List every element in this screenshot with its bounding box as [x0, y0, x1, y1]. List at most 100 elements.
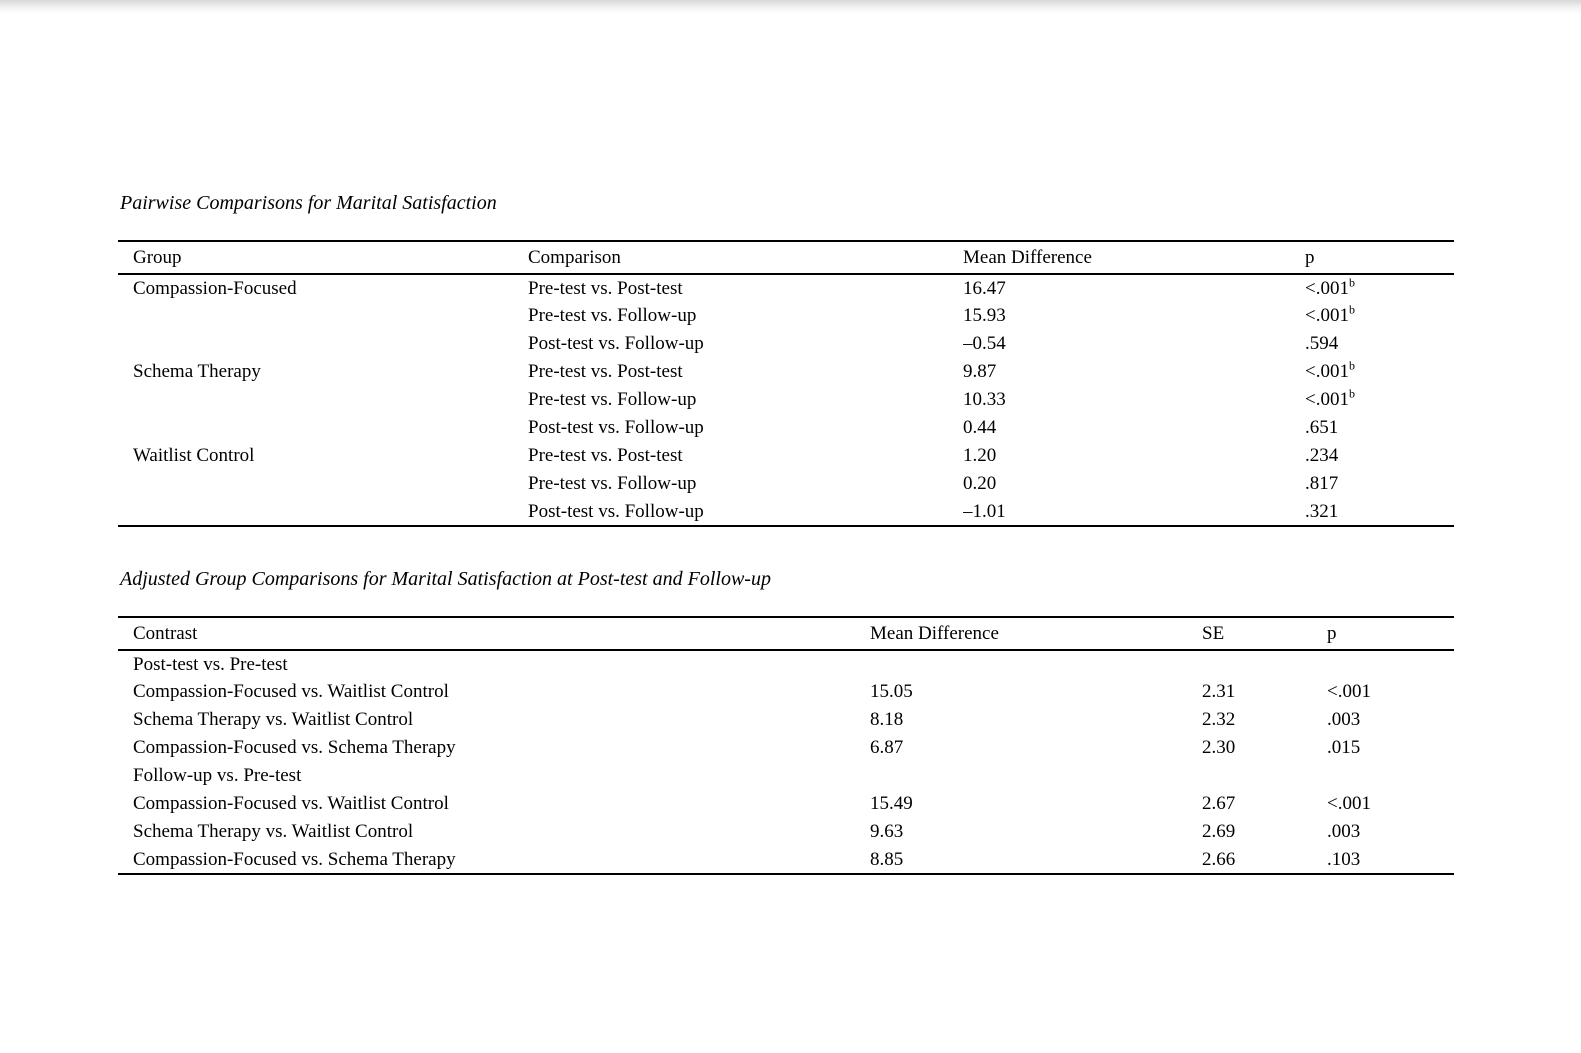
mean-difference-cell: –0.54 — [963, 333, 1006, 354]
p-value: .594 — [1305, 333, 1339, 354]
comparison-cell: Post-test vs. Follow-up — [528, 500, 704, 522]
se-cell — [1202, 762, 1327, 790]
adjusted-group-comparisons-table: Contrast Mean Difference SE p Post-test … — [118, 616, 1454, 875]
p-footnote-marker: b — [1348, 275, 1355, 290]
mean-difference-cell: 8.18 — [870, 709, 904, 730]
contrast-cell: Schema Therapy vs. Waitlist Control — [133, 821, 414, 842]
p-cell: .817 — [1305, 470, 1454, 498]
se-cell: 2.69 — [1202, 821, 1236, 842]
group-cell — [118, 302, 528, 330]
comparison-cell: Pre-test vs. Post-test — [528, 277, 683, 299]
pairwise-comparisons-table: Group Comparison Mean Difference p Compa… — [118, 240, 1454, 527]
p-cell: .103 — [1327, 848, 1361, 870]
p-value: .817 — [1305, 473, 1339, 494]
mean-difference-cell: 0.44 — [963, 417, 997, 438]
table-row: Schema Therapy vs. Waitlist Control 9.63… — [118, 818, 1454, 846]
table-row: Schema Therapy Pre-test vs. Post-test 9.… — [118, 358, 1454, 386]
table-row: Compassion-Focused vs. Waitlist Control … — [118, 678, 1454, 706]
p-cell — [1327, 762, 1454, 790]
table-header-row: Group Comparison Mean Difference p — [118, 241, 1454, 274]
p-value: <.001 — [1305, 361, 1349, 382]
table-row: Schema Therapy vs. Waitlist Control 8.18… — [118, 706, 1454, 734]
group-cell — [118, 470, 528, 498]
mean-difference-cell: 8.85 — [870, 848, 904, 870]
comparison-cell: Post-test vs. Follow-up — [528, 417, 704, 438]
p-cell: <.001 — [1327, 793, 1371, 814]
table-row: Post-test vs. Follow-up –1.01 .321 — [118, 498, 1454, 526]
table-row: Compassion-Focused vs. Schema Therapy 8.… — [118, 846, 1454, 874]
table-subheader-row: Post-test vs. Pre-test — [118, 650, 1454, 678]
se-cell: 2.31 — [1202, 681, 1236, 702]
p-cell: <.001b — [1305, 302, 1454, 330]
p-value: <.001 — [1305, 389, 1349, 410]
column-header-p: p — [1305, 246, 1315, 268]
se-cell: 2.66 — [1202, 848, 1236, 870]
column-header-group: Group — [133, 246, 182, 268]
column-header-mean-difference: Mean Difference — [870, 622, 999, 644]
se-cell: 2.32 — [1202, 709, 1236, 730]
contrast-cell: Compassion-Focused vs. Waitlist Control — [133, 681, 449, 702]
p-footnote-marker: b — [1348, 358, 1355, 373]
table-row: Post-test vs. Follow-up 0.44 .651 — [118, 414, 1454, 442]
p-cell: .321 — [1305, 498, 1454, 526]
mean-difference-cell: 10.33 — [963, 389, 1006, 410]
contrast-cell: Follow-up vs. Pre-test — [133, 765, 302, 786]
comparison-cell: Pre-test vs. Post-test — [528, 361, 683, 382]
mean-difference-cell — [870, 650, 1202, 678]
table1-title: Pairwise Comparisons for Marital Satisfa… — [120, 192, 497, 214]
p-cell: <.001b — [1305, 358, 1454, 386]
contrast-cell: Schema Therapy vs. Waitlist Control — [133, 709, 414, 730]
mean-difference-cell: 15.05 — [870, 681, 913, 702]
group-cell: Schema Therapy — [133, 361, 261, 382]
table-header-row: Contrast Mean Difference SE p — [118, 617, 1454, 650]
group-cell — [118, 386, 528, 414]
p-cell: .015 — [1327, 737, 1361, 758]
p-cell: .651 — [1305, 414, 1454, 442]
column-header-contrast: Contrast — [133, 622, 198, 644]
column-header-mean-difference: Mean Difference — [963, 246, 1092, 268]
mean-difference-cell: 9.87 — [963, 361, 997, 382]
mean-difference-cell: 6.87 — [870, 737, 904, 758]
column-header-comparison: Comparison — [528, 246, 621, 268]
se-cell: 2.30 — [1202, 737, 1236, 758]
mean-difference-cell: 9.63 — [870, 821, 904, 842]
mean-difference-cell: 1.20 — [963, 445, 997, 466]
p-cell: .594 — [1305, 330, 1454, 358]
p-value: .234 — [1305, 445, 1339, 466]
table-row: Waitlist Control Pre-test vs. Post-test … — [118, 442, 1454, 470]
contrast-cell: Compassion-Focused vs. Schema Therapy — [133, 848, 456, 870]
table-row: Compassion-Focused vs. Waitlist Control … — [118, 790, 1454, 818]
mean-difference-cell — [870, 762, 1202, 790]
mean-difference-cell: 16.47 — [963, 277, 1006, 299]
group-cell: Compassion-Focused — [133, 277, 297, 299]
p-cell: .003 — [1327, 821, 1361, 842]
table-row: Pre-test vs. Follow-up 15.93 <.001b — [118, 302, 1454, 330]
p-cell: <.001b — [1305, 386, 1454, 414]
comparison-cell: Pre-test vs. Follow-up — [528, 305, 697, 326]
p-footnote-marker: b — [1348, 386, 1355, 401]
contrast-cell: Post-test vs. Pre-test — [133, 653, 288, 675]
p-footnote-marker: b — [1348, 302, 1355, 317]
p-cell: .003 — [1327, 709, 1361, 730]
mean-difference-cell: 15.93 — [963, 305, 1006, 326]
p-cell — [1327, 650, 1454, 678]
table-row: Pre-test vs. Follow-up 0.20 .817 — [118, 470, 1454, 498]
contrast-cell: Compassion-Focused vs. Schema Therapy — [133, 737, 456, 758]
mean-difference-cell: 0.20 — [963, 473, 997, 494]
comparison-cell: Pre-test vs. Post-test — [528, 445, 683, 466]
column-header-se: SE — [1202, 622, 1225, 644]
se-cell — [1202, 650, 1327, 678]
column-header-p: p — [1327, 622, 1337, 644]
p-value: .321 — [1305, 500, 1339, 522]
table-subheader-row: Follow-up vs. Pre-test — [118, 762, 1454, 790]
group-cell — [118, 498, 528, 526]
p-cell: <.001 — [1327, 681, 1371, 702]
group-cell — [118, 330, 528, 358]
comparison-cell: Pre-test vs. Follow-up — [528, 473, 697, 494]
p-cell: <.001b — [1305, 274, 1454, 302]
p-value: <.001 — [1305, 277, 1349, 299]
mean-difference-cell: 15.49 — [870, 793, 913, 814]
table2-title: Adjusted Group Comparisons for Marital S… — [120, 568, 771, 590]
table-row: Pre-test vs. Follow-up 10.33 <.001b — [118, 386, 1454, 414]
